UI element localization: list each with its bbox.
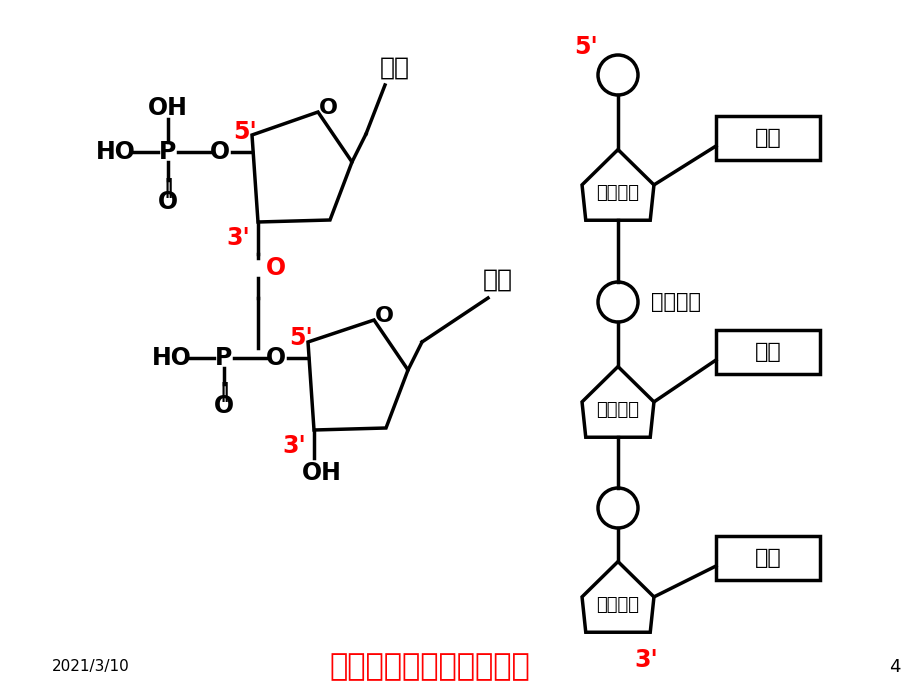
Text: 脱氧核糖: 脱氧核糖 — [596, 401, 639, 419]
Text: OH: OH — [301, 461, 342, 485]
Text: O: O — [214, 394, 233, 418]
Text: 碱基: 碱基 — [380, 56, 410, 80]
Text: 碱基: 碱基 — [754, 342, 780, 362]
Text: O: O — [374, 306, 393, 326]
Text: 5': 5' — [573, 35, 597, 59]
Text: 5': 5' — [233, 120, 256, 144]
Text: O: O — [210, 140, 230, 164]
Text: 3': 3' — [226, 226, 250, 250]
Text: 磷酸基团: 磷酸基团 — [651, 292, 700, 312]
Text: ‖: ‖ — [219, 382, 229, 402]
Text: 4: 4 — [889, 658, 900, 676]
Text: O: O — [158, 190, 178, 214]
Text: 多脱氧核苷酸链结构简图: 多脱氧核苷酸链结构简图 — [329, 653, 529, 682]
Text: 碱基: 碱基 — [754, 548, 780, 568]
Text: 脱氧核糖: 脱氧核糖 — [596, 184, 639, 202]
Text: 碱基: 碱基 — [482, 268, 513, 292]
Text: 脱氧核糖: 脱氧核糖 — [596, 596, 639, 614]
Text: O: O — [266, 256, 286, 280]
Text: 3': 3' — [282, 434, 305, 458]
Text: HO: HO — [152, 346, 192, 370]
Text: 2021/3/10: 2021/3/10 — [52, 660, 130, 675]
Text: P: P — [159, 140, 176, 164]
Text: 碱基: 碱基 — [754, 128, 780, 148]
Text: 3': 3' — [633, 648, 657, 672]
Text: 5': 5' — [289, 326, 312, 350]
Text: OH: OH — [148, 96, 187, 120]
Text: O: O — [318, 98, 337, 118]
Text: HO: HO — [96, 140, 136, 164]
Text: ‖: ‖ — [163, 178, 173, 198]
Text: P: P — [215, 346, 233, 370]
Text: O: O — [266, 346, 286, 370]
